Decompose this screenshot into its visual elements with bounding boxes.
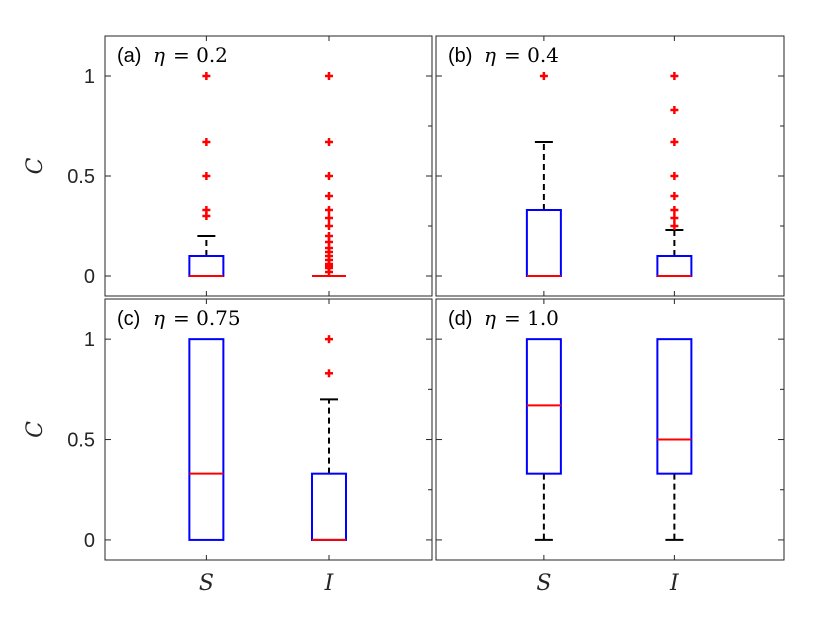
- outlier-marker: [202, 138, 211, 146]
- box-S: [188, 72, 225, 277]
- eta-value: = 1.0: [504, 306, 559, 330]
- box-S: [525, 72, 562, 277]
- box-iqr: [188, 338, 225, 541]
- outlier-marker: [324, 214, 333, 222]
- outlier-marker: [324, 222, 333, 230]
- outlier-marker: [324, 72, 333, 80]
- outlier-marker: [670, 192, 679, 200]
- panel-b: (b) η = 0.4: [435, 35, 785, 297]
- panel-tag: (d): [448, 308, 472, 330]
- outlier-marker: [202, 206, 211, 214]
- panel-eta-label: η = 1.0: [484, 306, 559, 330]
- eta-symbol: η: [484, 306, 496, 330]
- eta-value: = 0.75: [173, 306, 241, 330]
- y-tick-label: 0: [84, 530, 95, 552]
- outlier-marker: [670, 206, 679, 214]
- y-tick-label: 1: [84, 66, 95, 88]
- panel-a: 0 0.5 1 C (a) η = 0.2: [23, 35, 433, 297]
- eta-symbol: η: [484, 43, 496, 67]
- panel-eta-label: η = 0.75: [153, 306, 241, 330]
- panel-eta-label: η = 0.2: [153, 43, 228, 67]
- axes-frame: [104, 35, 433, 297]
- eta-value: = 0.2: [173, 43, 228, 67]
- panel-tag: (b): [448, 45, 472, 67]
- axes-frame: [435, 298, 785, 561]
- axes-frame: [104, 298, 433, 561]
- eta-value: = 0.4: [504, 43, 559, 67]
- box-iqr: [310, 472, 347, 541]
- x-tick-label: S: [199, 571, 214, 596]
- y-tick-label: 1: [84, 329, 95, 351]
- x-tick-label: S: [536, 571, 551, 596]
- outlier-marker: [202, 172, 211, 180]
- panel-eta-label: η = 0.4: [484, 43, 559, 67]
- box-iqr: [525, 209, 562, 277]
- box-S: [525, 338, 562, 541]
- y-axis-label: C: [23, 157, 48, 174]
- box-I: [656, 338, 693, 541]
- panel-d: S I (d) η = 1.0: [435, 298, 785, 596]
- y-tick-label: 0.5: [67, 166, 95, 188]
- outlier-marker: [670, 72, 679, 80]
- box-I: [310, 335, 347, 541]
- outlier-marker: [202, 72, 211, 80]
- outlier-marker: [324, 369, 333, 378]
- eta-symbol: η: [153, 43, 165, 67]
- y-tick-label: 0: [84, 266, 95, 288]
- outlier-marker: [539, 72, 548, 80]
- outlier-marker: [324, 206, 333, 214]
- outlier-marker: [324, 335, 333, 344]
- axes-frame: [435, 35, 785, 297]
- outlier-marker: [324, 192, 333, 200]
- outlier-marker: [670, 106, 679, 114]
- outlier-marker: [324, 232, 333, 240]
- box-iqr: [656, 338, 693, 475]
- box-iqr: [188, 255, 225, 277]
- panel-tag: (c): [117, 308, 140, 330]
- x-tick-label: I: [324, 571, 335, 596]
- panel-c: 0 0.5 1 C S I (c) η = 0.75: [23, 298, 433, 596]
- box-S: [188, 338, 225, 541]
- outlier-marker: [670, 222, 679, 230]
- box-I: [311, 72, 346, 277]
- outlier-marker: [670, 172, 679, 180]
- eta-symbol: η: [153, 306, 165, 330]
- panel-tag: (a): [117, 45, 141, 67]
- outlier-marker: [324, 138, 333, 146]
- x-tick-label: I: [669, 571, 680, 596]
- outlier-marker: [670, 214, 679, 222]
- outlier-marker: [324, 172, 333, 180]
- y-tick-label: 0.5: [67, 430, 95, 452]
- box-I: [656, 72, 693, 277]
- outlier-marker: [670, 138, 679, 146]
- box-iqr: [656, 255, 693, 277]
- y-axis-label: C: [23, 421, 48, 438]
- box-iqr: [525, 338, 562, 475]
